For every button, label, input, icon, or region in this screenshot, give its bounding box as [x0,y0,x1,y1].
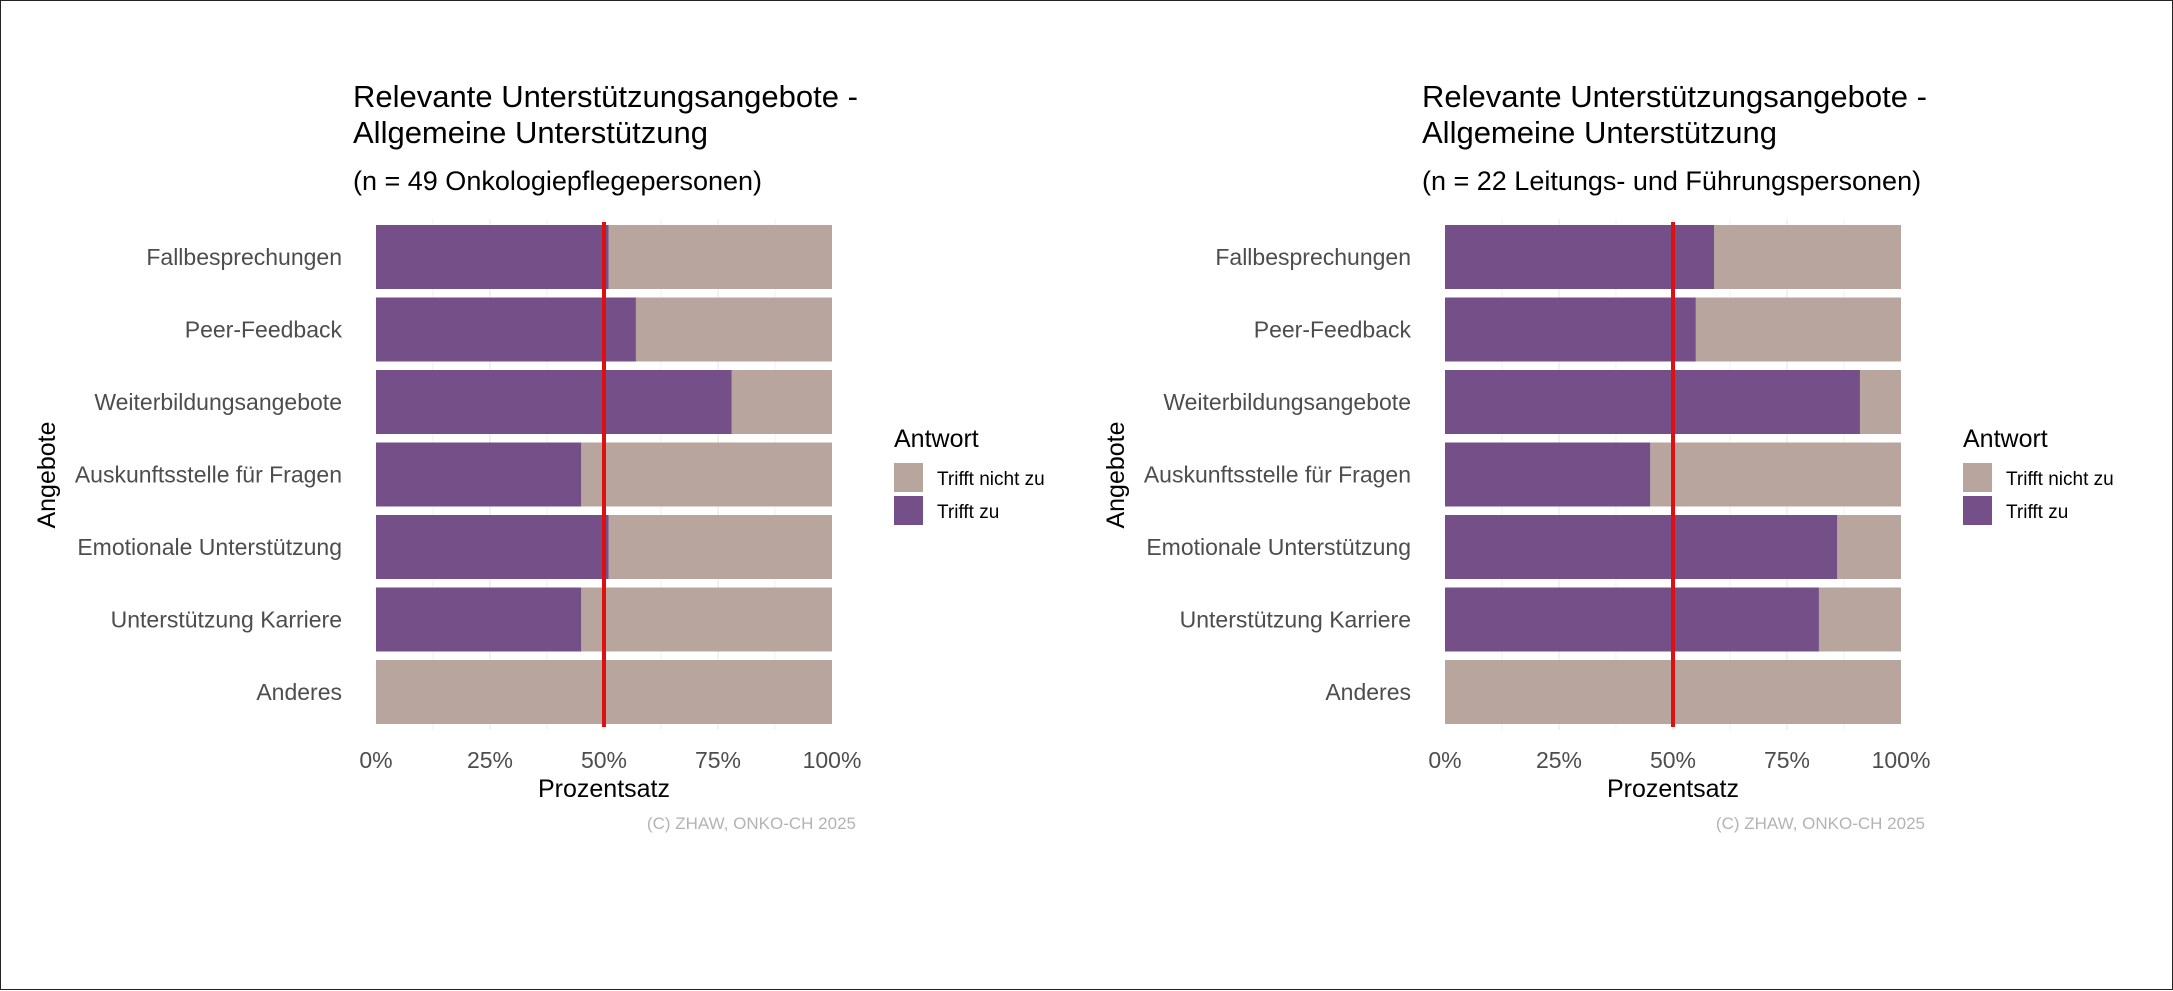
legend-title: Antwort [894,425,979,453]
y-axis-title: Angebote [33,421,61,528]
bar-trifft-nicht-zu [608,515,832,579]
bar-trifft-zu [1445,370,1860,434]
bar-trifft-zu [1445,225,1715,289]
category-label: Emotionale Unterstützung [1146,534,1411,560]
bar-trifft-zu [1445,442,1651,507]
bar-trifft-nicht-zu [1714,225,1901,289]
bar-trifft-zu [1445,587,1819,652]
x-tick-label: 100% [803,747,862,773]
bar-trifft-zu [376,225,609,289]
legend-swatch-trifft-zu [1963,496,1992,525]
legend-label: Trifft nicht zu [937,469,1045,490]
bar-trifft-nicht-zu [608,225,832,289]
legend-swatch-trifft-zu [894,496,923,525]
bar-trifft-nicht-zu [1695,297,1901,362]
bar-trifft-nicht-zu [635,297,832,362]
category-label: Auskunftsstelle für Fragen [75,462,342,488]
x-tick-label: 75% [1764,747,1810,773]
bar-trifft-nicht-zu [581,587,832,652]
category-label: Anderes [256,679,342,705]
x-tick-label: 0% [359,747,392,773]
x-tick-label: 50% [581,747,627,773]
x-tick-label: 25% [467,747,513,773]
x-tick-label: 50% [1650,747,1696,773]
legend-label: Trifft zu [937,502,999,523]
legend-label: Trifft nicht zu [2006,469,2114,490]
bar-trifft-zu [1445,515,1838,579]
x-tick-label: 25% [1536,747,1582,773]
x-tick-label: 75% [695,747,741,773]
x-axis-title: Prozentsatz [1607,775,1739,803]
legend-title: Antwort [1963,425,2048,453]
category-label: Anderes [1325,679,1411,705]
chart-title: Relevante Unterstützungsangebote - [353,79,858,114]
category-label: Weiterbildungsangebote [94,389,342,415]
category-label: Fallbesprechungen [1215,244,1411,270]
bar-trifft-zu [376,515,609,579]
category-label: Peer-Feedback [1254,317,1412,343]
bar-trifft-nicht-zu [581,442,832,507]
chart-title: Relevante Unterstützungsangebote - [1422,79,1927,114]
bar-trifft-nicht-zu [1859,370,1901,434]
legend-swatch-trifft-nicht-zu [894,463,923,492]
category-label: Peer-Feedback [185,317,343,343]
bar-trifft-nicht-zu [1818,587,1901,652]
bar-trifft-zu [376,442,582,507]
category-label: Weiterbildungsangebote [1163,389,1411,415]
x-tick-label: 0% [1428,747,1461,773]
bar-trifft-zu [376,587,582,652]
chart-subtitle: (n = 22 Leitungs- und Führungspersonen) [1422,166,1921,196]
chart-panel-1: Relevante Unterstützungsangebote -Allgem… [33,79,1045,833]
legend-swatch-trifft-nicht-zu [1963,463,1992,492]
bar-trifft-zu [376,297,636,362]
bar-trifft-zu [376,370,732,434]
bar-trifft-nicht-zu [731,370,832,434]
category-label: Emotionale Unterstützung [77,534,342,560]
x-axis-title: Prozentsatz [538,775,670,803]
legend-label: Trifft zu [2006,502,2068,523]
y-axis-title: Angebote [1102,421,1130,528]
chart-panel-2: Relevante Unterstützungsangebote -Allgem… [1102,79,2114,833]
category-label: Unterstützung Karriere [111,607,342,633]
chart-title-line2: Allgemeine Unterstützung [1422,115,1777,150]
x-tick-label: 100% [1872,747,1931,773]
category-label: Auskunftsstelle für Fragen [1144,462,1411,488]
bar-trifft-nicht-zu [1650,442,1901,507]
bar-trifft-nicht-zu [1837,515,1901,579]
bar-trifft-zu [1445,297,1696,362]
chart-subtitle: (n = 49 Onkologiepflegepersonen) [353,166,762,196]
chart-title-line2: Allgemeine Unterstützung [353,115,708,150]
category-label: Unterstützung Karriere [1180,607,1411,633]
caption: (C) ZHAW, ONKO-CH 2025 [1716,814,1925,833]
category-label: Fallbesprechungen [146,244,342,270]
caption: (C) ZHAW, ONKO-CH 2025 [647,814,856,833]
